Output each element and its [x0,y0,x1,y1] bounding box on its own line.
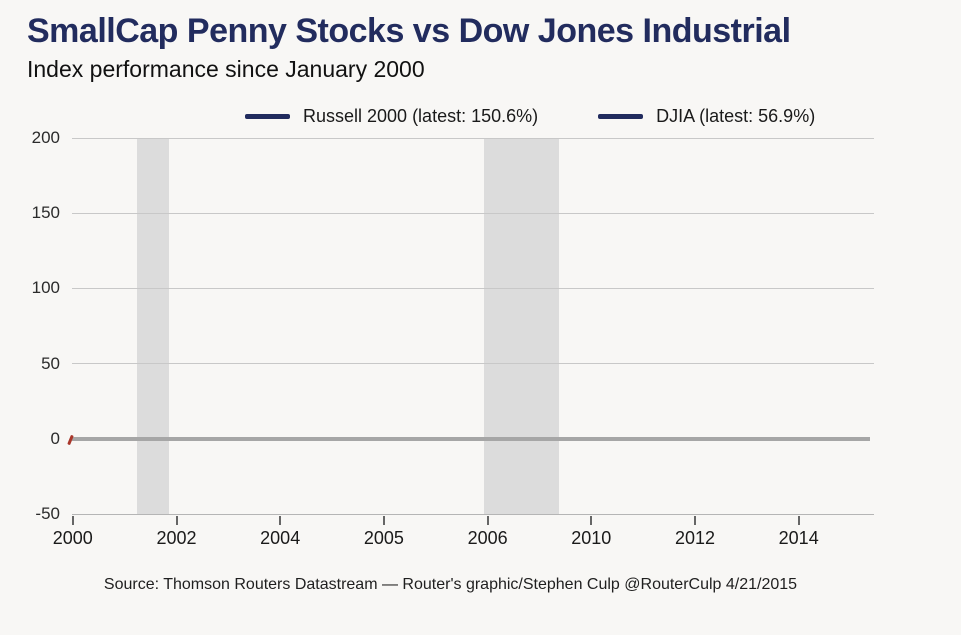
x-tick-label-2004: 2004 [260,528,301,548]
x-tick-2010 [590,516,593,525]
gridline-y-50 [72,363,874,365]
y-axis-labels: 200 150 100 50 0 -50 [14,0,60,635]
y-tick-label: 0 [50,428,60,448]
zero-baseline [72,436,870,441]
x-axis: 2000 2002 2004 2005 2006 2010 2012 2014 [53,514,874,559]
x-tick-label-2010: 2010 [571,528,612,548]
legend-item-djia: DJIA (latest: 56.9%) [598,106,815,127]
x-tick-label-2002: 2002 [156,528,197,548]
x-tick-label-2005: 2005 [363,528,404,548]
plot-area [67,137,874,515]
y-tick-label: 100 [31,278,60,298]
x-tick-2000 [71,516,74,525]
y-tick-label: 50 [41,353,60,373]
x-tick-2012 [693,516,696,525]
y-tick-label: -50 [35,504,60,523]
gridline-y--50 [72,513,874,515]
x-tick-label-2014: 2014 [778,528,819,548]
y-tick-label: 150 [31,203,60,223]
gridline-y-200 [72,137,874,139]
gridline-y-150 [72,212,874,214]
x-tick-2005 [382,516,385,525]
legend-label-russell-2000: Russell 2000 (latest: 150.6%) [303,106,539,126]
page-subtitle: Index performance since January 2000 [27,56,425,82]
x-tick-2014 [797,516,800,525]
x-tick-label-2006: 2006 [467,528,508,548]
gridline-y-100 [72,287,874,289]
x-tick-2006 [486,516,489,525]
x-tick-2004 [279,516,282,525]
y-tick-label: 200 [31,128,60,147]
legend: Russell 2000 (latest: 150.6%) DJIA (late… [245,106,815,127]
shaded-band-1 [136,139,170,514]
shaded-band-2 [484,139,559,514]
djia-line-swatch-icon [598,114,644,119]
page-title: SmallCap Penny Stocks vs Dow Jones Indus… [27,12,791,50]
russell-2000-line-swatch-icon [245,114,290,119]
source-attribution: Source: Thomson Routers Datastream — Rou… [103,576,798,593]
x-tick-label-2000: 2000 [52,528,93,548]
x-tick-label-2012: 2012 [674,528,716,548]
x-tick-2002 [175,516,178,525]
legend-item-russell-2000: Russell 2000 (latest: 150.6%) [245,106,538,127]
legend-label-djia: DJIA (latest: 56.9%) [656,106,816,126]
